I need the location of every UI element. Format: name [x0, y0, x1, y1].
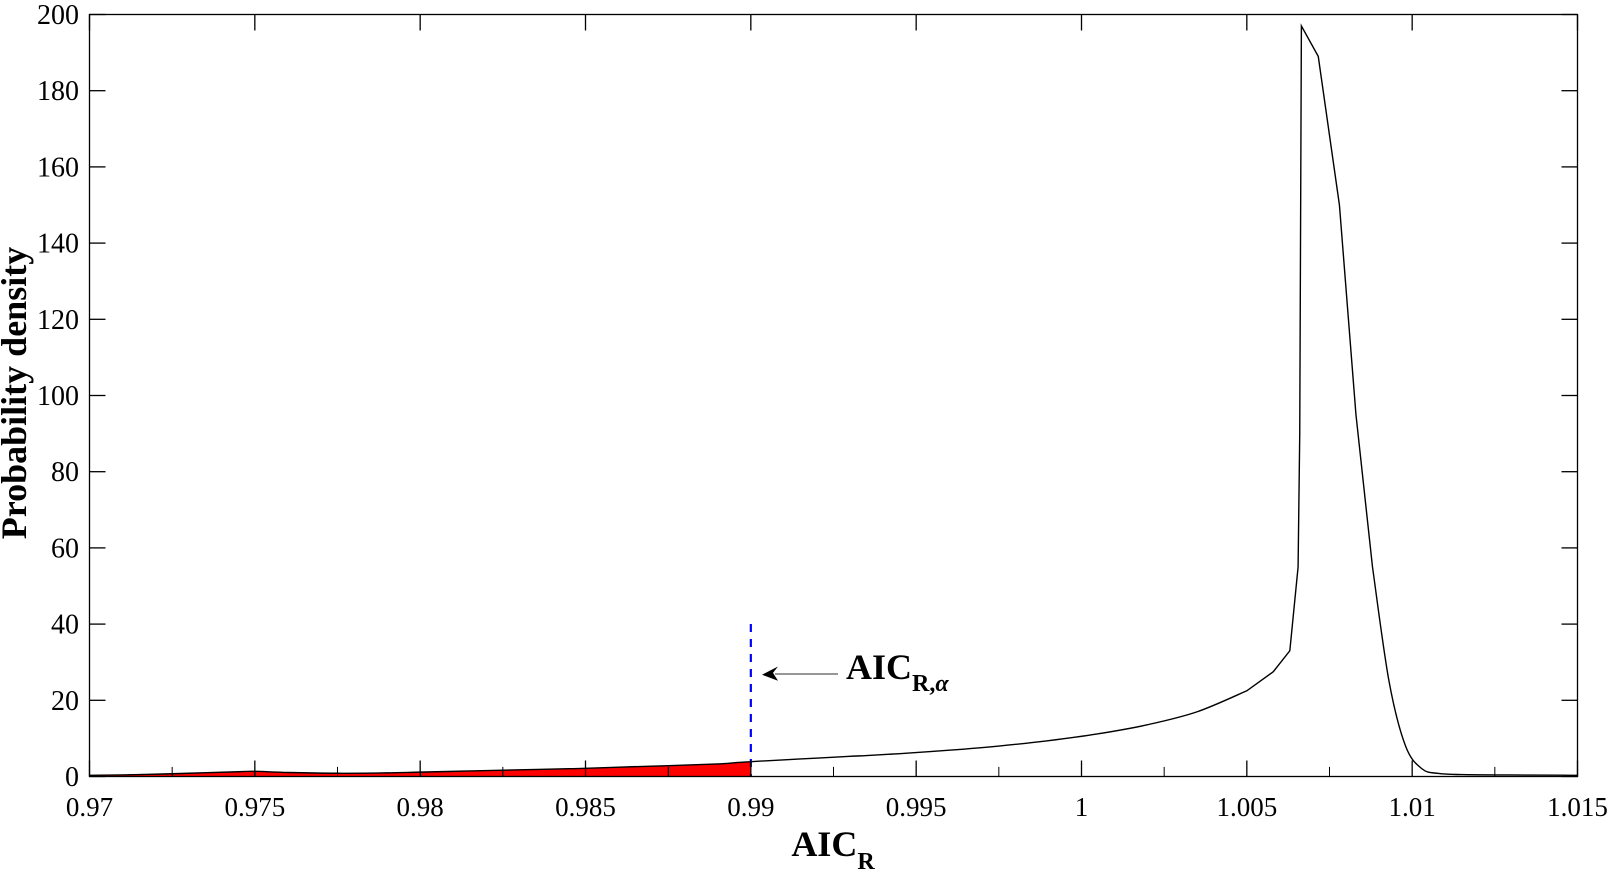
- svg-text:0.975: 0.975: [224, 792, 285, 822]
- svg-text:1.01: 1.01: [1389, 792, 1436, 822]
- svg-text:40: 40: [51, 610, 79, 641]
- svg-text:1.005: 1.005: [1216, 792, 1277, 822]
- svg-text:140: 140: [37, 229, 79, 260]
- svg-text:1: 1: [1075, 792, 1089, 822]
- svg-text:120: 120: [37, 305, 79, 336]
- svg-text:160: 160: [37, 152, 79, 183]
- svg-text:1.015: 1.015: [1547, 792, 1608, 822]
- svg-text:200: 200: [37, 0, 79, 31]
- svg-text:0.985: 0.985: [555, 792, 616, 822]
- svg-text:0.98: 0.98: [397, 792, 444, 822]
- svg-text:0.99: 0.99: [727, 792, 774, 822]
- svg-text:100: 100: [37, 381, 79, 412]
- svg-text:60: 60: [51, 533, 79, 564]
- svg-text:0.97: 0.97: [66, 792, 113, 822]
- svg-text:20: 20: [51, 686, 79, 717]
- svg-text:Probability density: Probability density: [0, 247, 34, 539]
- svg-text:0.995: 0.995: [886, 792, 947, 822]
- svg-text:0: 0: [65, 762, 79, 793]
- svg-text:80: 80: [51, 457, 79, 488]
- svg-text:180: 180: [37, 76, 79, 107]
